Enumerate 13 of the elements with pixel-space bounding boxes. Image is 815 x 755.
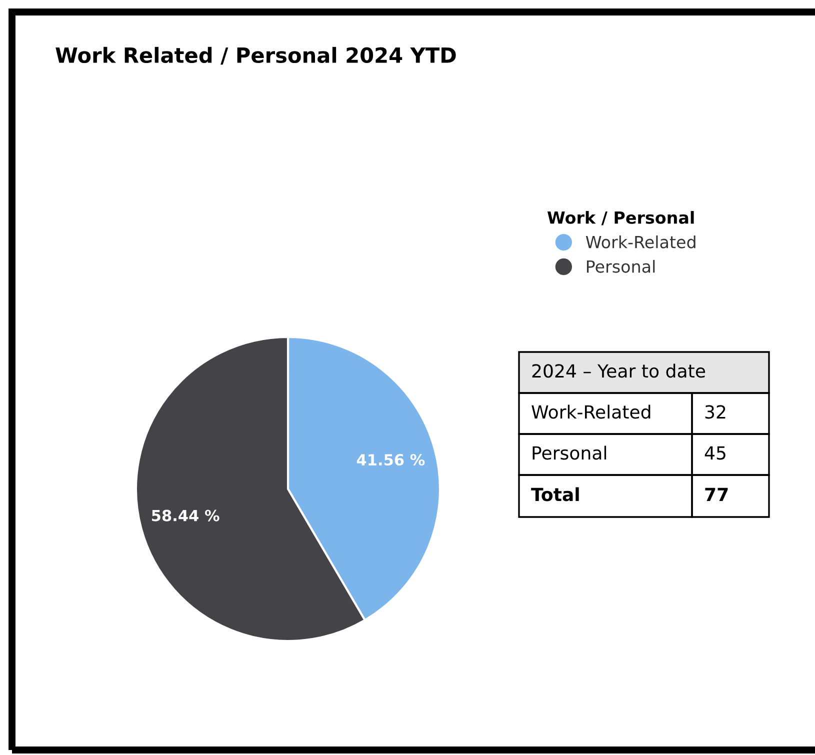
legend-title: Work / Personal: [547, 211, 694, 226]
legend-label: Work-Related: [586, 235, 696, 248]
slice-label: Work-Related: [532, 404, 650, 419]
data-label: 41.56 %: [356, 454, 425, 466]
legend-label: Personal: [586, 260, 655, 273]
text: 32: [705, 405, 726, 419]
text: 45: [704, 446, 726, 460]
category-label: Personal: [532, 446, 606, 460]
text: 77: [705, 488, 728, 501]
text: 2024 – Year to date: [532, 364, 706, 378]
data-label: 58.44 %: [152, 510, 220, 522]
text: Total: [531, 487, 579, 502]
chart-title: Work Related / Personal 2024 YTD: [56, 46, 456, 65]
